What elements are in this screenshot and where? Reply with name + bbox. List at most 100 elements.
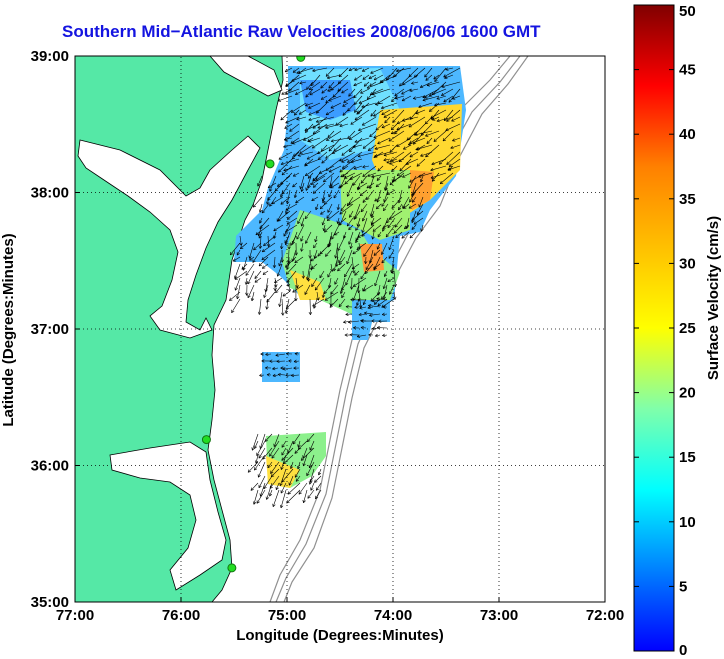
velocity-arrow-head — [300, 239, 304, 242]
velocity-arrow-head — [433, 76, 436, 80]
velocity-arrow — [409, 151, 419, 158]
velocity-arrow-head — [416, 163, 419, 167]
velocity-arrow-head — [255, 460, 259, 464]
velocity-arrow-head — [339, 158, 342, 162]
velocity-arrow — [315, 489, 322, 499]
velocity-arrow-head — [317, 253, 319, 257]
velocity-arrow-head — [236, 295, 238, 300]
velocity-arrow-head — [280, 504, 282, 508]
velocity-arrow — [294, 189, 298, 198]
velocity-arrow — [299, 109, 307, 115]
velocity-arrow-head — [430, 177, 434, 179]
velocity-arrow — [355, 224, 361, 231]
velocity-arrow-head — [411, 219, 415, 221]
velocity-arrow — [315, 482, 322, 491]
velocity-arrow — [281, 447, 294, 461]
velocity-arrow-head — [418, 104, 421, 108]
velocity-arrow-head — [394, 93, 397, 97]
velocity-arrow-head — [321, 294, 324, 298]
velocity-arrow-head — [424, 120, 427, 125]
velocity-arrow — [347, 151, 363, 163]
velocity-arrow-head — [294, 352, 298, 354]
velocity-arrow-head — [419, 84, 423, 88]
velocity-arrow-head — [381, 252, 385, 255]
velocity-arrow — [342, 165, 356, 177]
velocity-arrow-head — [317, 127, 321, 129]
velocity-arrow — [409, 137, 419, 144]
velocity-arrow — [314, 277, 325, 291]
velocity-arrow-head — [348, 320, 351, 323]
velocity-arrow-head — [377, 100, 380, 104]
velocity-arrow-head — [448, 100, 452, 103]
velocity-arrow-head — [369, 133, 371, 137]
velocity-arrow-head — [375, 104, 379, 106]
velocity-arrow — [350, 116, 363, 125]
velocity-arrow-head — [362, 145, 365, 149]
velocity-arrow — [252, 433, 259, 451]
velocity-arrow-head — [328, 149, 332, 152]
chesapeake-bay — [77, 135, 261, 339]
velocity-arrow-head — [325, 100, 328, 104]
velocity-arrow-head — [360, 90, 363, 94]
velocity-arrow — [277, 210, 291, 222]
velocity-arrow — [369, 81, 377, 87]
velocity-arrow-head — [326, 137, 329, 141]
velocity-arrow — [414, 130, 433, 136]
velocity-arrow-head — [282, 259, 284, 263]
velocity-arrow-head — [293, 359, 297, 362]
velocity-arrow-head — [278, 156, 281, 160]
velocity-arrow — [422, 88, 440, 98]
velocity-arrow-head — [359, 192, 362, 196]
velocity-arrow — [362, 137, 377, 149]
velocity-arrow-head — [288, 359, 292, 362]
velocity-arrow — [391, 196, 403, 209]
velocity-arrow-head — [425, 154, 427, 158]
velocity-arrow-head — [269, 486, 273, 489]
velocity-arrow — [339, 175, 347, 188]
velocity-arrow — [261, 203, 270, 214]
velocity-arrow-head — [303, 275, 306, 279]
velocity-arrow-head — [355, 240, 359, 243]
velocity-arrow — [295, 196, 305, 204]
velocity-arrow-head — [251, 298, 255, 302]
velocity-arrow — [351, 256, 355, 274]
velocity-arrow-head — [300, 457, 303, 461]
velocity-arrow — [258, 231, 263, 239]
velocity-arrow-head — [356, 302, 358, 306]
velocity-arrow-head — [307, 186, 311, 189]
velocity-arrow-head — [266, 299, 268, 303]
velocity-arrow-head — [332, 94, 335, 98]
velocity-arrow — [265, 277, 269, 292]
velocity-arrow-head — [394, 96, 398, 99]
velocity-arrow-head — [252, 260, 256, 263]
velocity-arrow-head — [292, 157, 296, 160]
velocity-arrow-head — [409, 154, 412, 158]
velocity-arrow — [413, 95, 426, 99]
velocity-arrow — [305, 165, 321, 176]
velocity-arrow — [298, 67, 307, 74]
velocity-arrow — [396, 123, 412, 130]
velocity-arrow — [285, 88, 300, 95]
velocity-arrow-head — [393, 76, 397, 78]
y-tick-label: 39:00 — [31, 48, 69, 65]
velocity-arrow-head — [390, 131, 394, 134]
velocity-arrow — [298, 440, 308, 450]
velocity-arrow-head — [369, 315, 373, 317]
velocity-arrow-head — [254, 460, 257, 464]
velocity-arrow-head — [283, 234, 287, 237]
velocity-arrow-head — [374, 282, 376, 287]
velocity-arrow-head — [325, 75, 330, 77]
velocity-arrow-head — [394, 131, 396, 135]
velocity-arrow — [298, 482, 308, 495]
velocity-arrow — [369, 249, 374, 264]
velocity-arrow — [354, 109, 370, 121]
velocity-arrow-head — [266, 497, 269, 500]
velocity-arrow-head — [281, 453, 285, 456]
velocity-arrow-head — [345, 314, 349, 316]
velocity-arrow-head — [371, 326, 375, 329]
velocity-arrow — [275, 482, 280, 490]
velocity-arrow-head — [285, 207, 288, 211]
velocity-arrow — [306, 461, 315, 476]
velocity-arrow-head — [383, 158, 387, 161]
velocity-arrow-head — [348, 93, 350, 97]
